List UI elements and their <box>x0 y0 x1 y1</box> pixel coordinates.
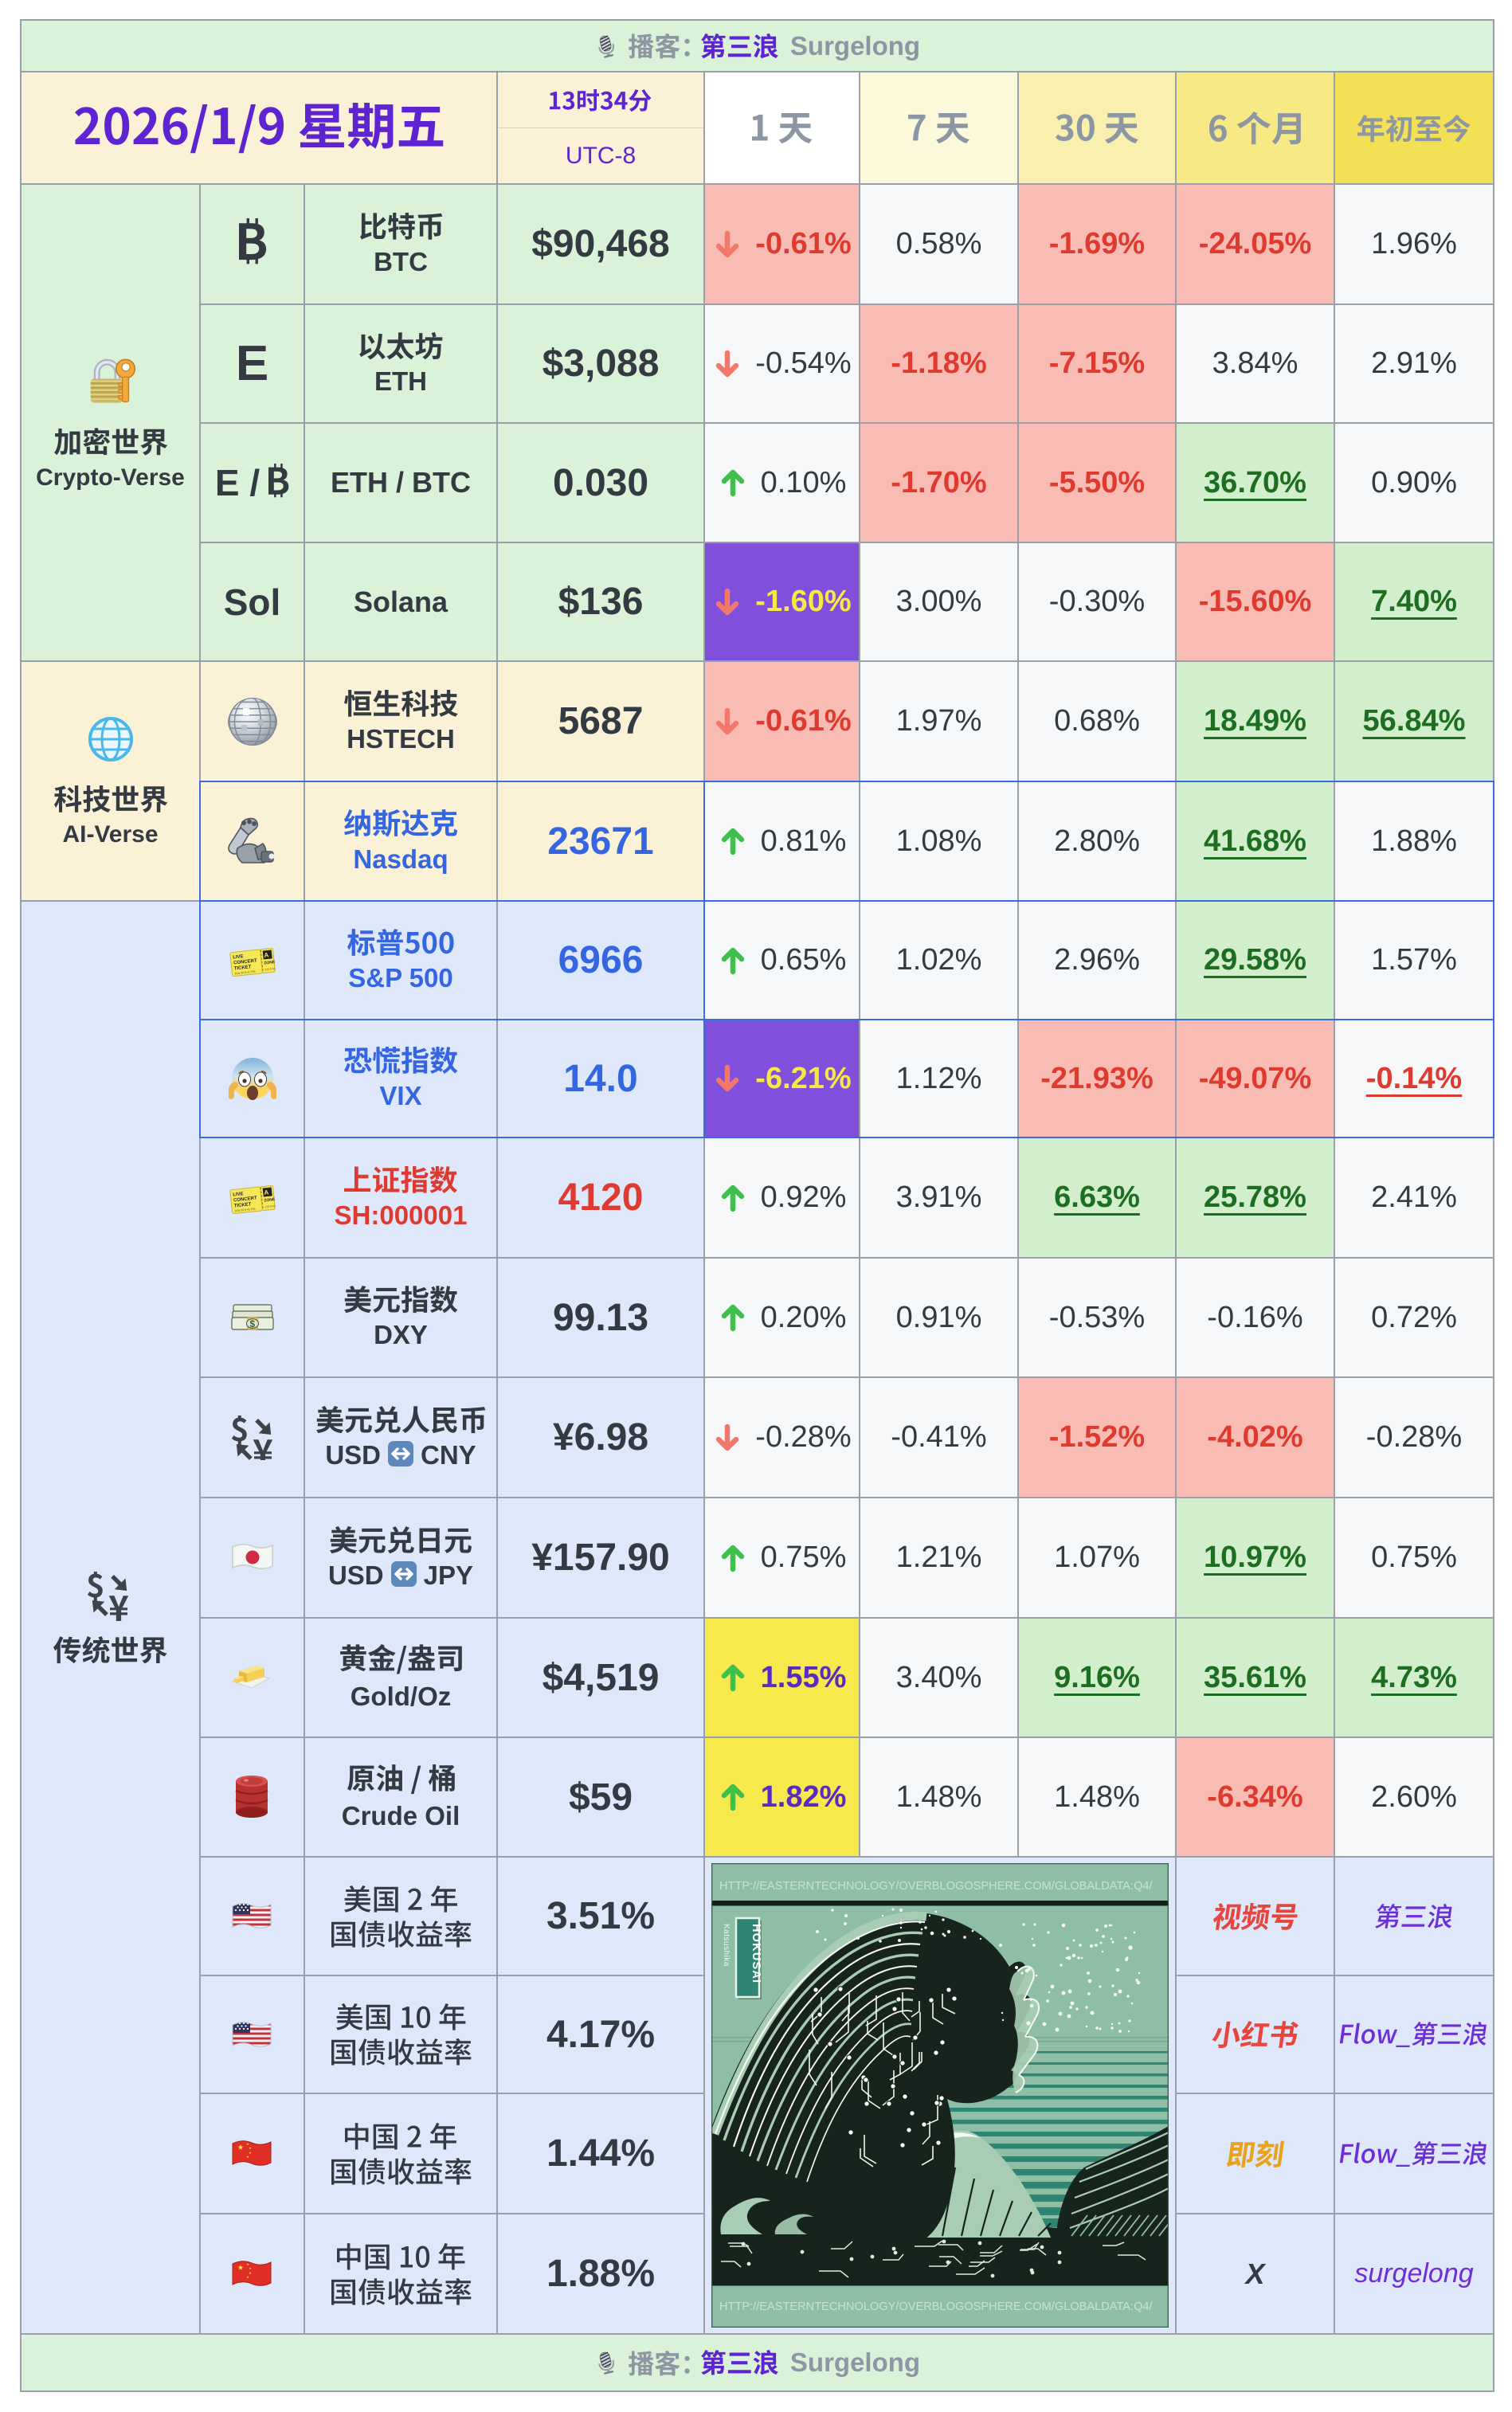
svg-text:LIVE: LIVE <box>233 1192 244 1197</box>
svg-text:1/9 9:41: 1/9 9:41 <box>264 1204 275 1208</box>
svg-text:Katsushika: Katsushika <box>722 1924 731 1967</box>
svg-text:CONCERT: CONCERT <box>233 1196 257 1203</box>
svg-text:HOKUSAI: HOKUSAI <box>750 1924 762 1983</box>
svg-text:HTTP://EASTERNTECHNOLOGY/OVERB: HTTP://EASTERNTECHNOLOGY/OVERBLOGOSPHERE… <box>719 1880 1154 1893</box>
svg-text:CONCERT: CONCERT <box>233 958 257 965</box>
svg-text:$: $ <box>249 1318 255 1329</box>
svg-text:JAN 09 9:41 PM: JAN 09 9:41 PM <box>234 1208 255 1213</box>
svg-text:HTTP://EASTERNTECHNOLOGY/OVERB: HTTP://EASTERNTECHNOLOGY/OVERBLOGOSPHERE… <box>719 2300 1154 2313</box>
svg-text:LIVE: LIVE <box>233 954 244 960</box>
svg-text:TICKET: TICKET <box>233 1202 252 1208</box>
svg-text:ZONE: ZONE <box>264 1197 276 1203</box>
svg-text:A: A <box>264 1188 269 1196</box>
svg-text:A: A <box>264 951 269 959</box>
svg-text:JAN 09 9:41 PM: JAN 09 9:41 PM <box>234 970 255 976</box>
svg-text:TICKET: TICKET <box>233 965 252 971</box>
svg-text:ZONE: ZONE <box>264 960 276 965</box>
svg-text:1/9 9:41: 1/9 9:41 <box>264 967 275 971</box>
